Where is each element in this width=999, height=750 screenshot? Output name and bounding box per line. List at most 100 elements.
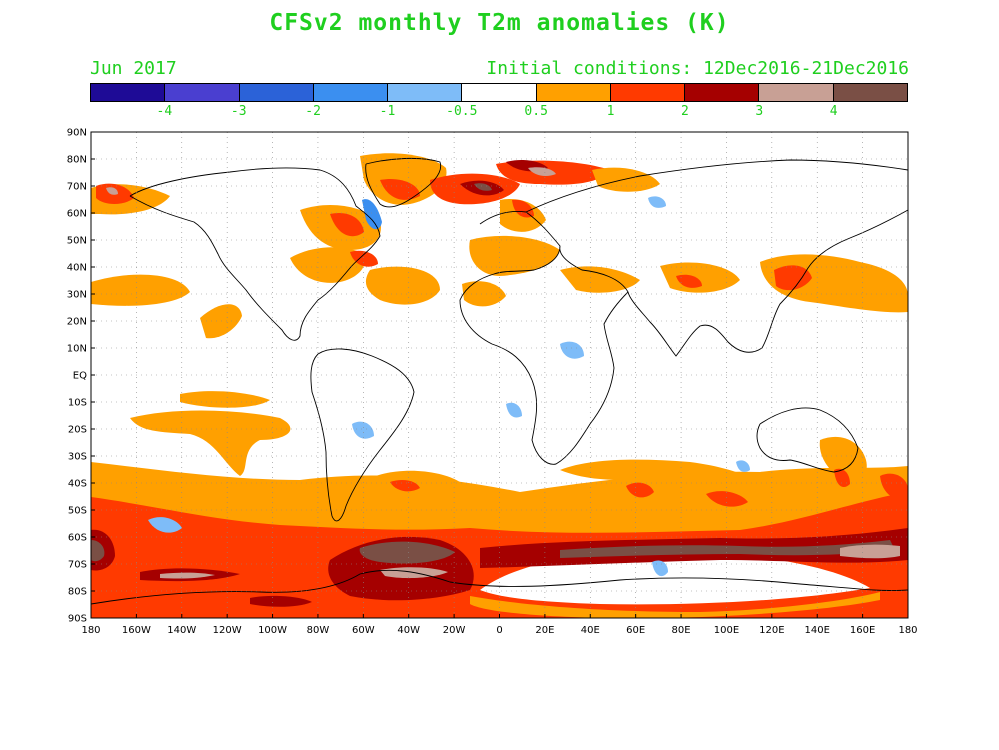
colorbar-swatch	[833, 84, 907, 101]
asia-red-1	[676, 274, 702, 288]
forecast-month: Jun 2017	[90, 58, 177, 79]
longitude-label: 180	[898, 625, 917, 636]
n-pacific-orange	[91, 274, 190, 306]
s-atlantic-red	[390, 480, 420, 492]
colorbar-swatch	[388, 84, 463, 101]
longitude-label: 60W	[352, 625, 375, 636]
colorbar-swatch	[610, 84, 686, 101]
longitude-label: 140E	[805, 625, 830, 636]
colorbar-swatch	[165, 84, 240, 101]
south-band-tan	[840, 544, 900, 559]
colorbar-label: -2	[305, 104, 321, 119]
colorbar-swatch	[91, 84, 166, 101]
initial-conditions: Initial conditions: 12Dec2016-21Dec2016	[486, 58, 909, 79]
latitude-label: EQ	[73, 371, 87, 382]
latitude-label: 30N	[67, 290, 87, 301]
longitude-label: 120E	[759, 625, 784, 636]
longitude-label: 40W	[397, 625, 420, 636]
brazil-blue	[352, 421, 374, 439]
latitude-label: 90S	[68, 614, 87, 625]
longitude-label: 0	[496, 625, 502, 636]
colorbar-label: -3	[230, 104, 247, 119]
latitude-label: 10N	[67, 344, 87, 355]
map-title: CFSv2 monthly T2m anomalies (K)	[269, 10, 730, 36]
longitude-label: 20E	[535, 625, 554, 636]
longitude-label: 180	[81, 625, 100, 636]
colorbar-label: 0.5	[524, 104, 548, 119]
us-east-orange	[290, 247, 365, 283]
latitude-label: 60S	[68, 533, 87, 544]
amundsen-tan	[160, 572, 215, 579]
aus-east-orange	[819, 436, 867, 482]
europe-africa-coast	[459, 211, 629, 465]
coastlines	[91, 157, 908, 605]
japan-red	[774, 265, 812, 291]
longitude-label: 20W	[443, 625, 466, 636]
latitude-label: 20N	[67, 317, 87, 328]
antarctic-blue	[652, 560, 668, 577]
latitude-label: 50S	[68, 506, 87, 517]
s-atlantic-blue	[506, 402, 522, 418]
colorbar-swatch	[536, 84, 611, 101]
siberia-orange	[592, 167, 660, 192]
west-antarctic-brown	[91, 540, 105, 562]
latitude-label: 40S	[68, 479, 87, 490]
longitude-label: 140W	[167, 625, 196, 636]
med-orange	[560, 266, 640, 293]
colorbar-label: 4	[829, 104, 838, 119]
longitude-label: 160E	[850, 625, 875, 636]
anomaly-fields	[91, 153, 908, 618]
scandinavia-red	[512, 199, 534, 218]
asia-coast	[525, 159, 908, 357]
s-indian-orange	[560, 459, 760, 487]
colorbar-swatch	[685, 84, 760, 101]
grid-lines	[91, 132, 908, 618]
s-indian-red-2	[706, 491, 748, 507]
colorbar	[90, 83, 908, 102]
longitude-label: 160W	[122, 625, 151, 636]
latitude-label: 70N	[67, 182, 87, 193]
colorbar-swatch	[462, 84, 537, 101]
latitude-label: 20S	[68, 425, 87, 436]
s-pacific-orange-2	[180, 391, 270, 408]
longitude-label: 40E	[581, 625, 600, 636]
colorbar-label: -4	[156, 104, 173, 119]
colorbar-swatch	[759, 84, 834, 101]
colorbar-label: -1	[379, 104, 396, 119]
europe-orange	[469, 235, 560, 276]
ross-sea-brown	[359, 541, 455, 564]
longitude-label: 80E	[672, 625, 691, 636]
latitude-label: 30S	[68, 452, 87, 463]
greenland-red	[380, 178, 420, 200]
barents-tan	[528, 167, 556, 176]
latitude-label: 60N	[67, 209, 87, 220]
antarctic-orange-rim	[470, 592, 880, 618]
alaska-tan	[106, 187, 118, 195]
us-east-red	[350, 250, 378, 267]
s-indian-red-1	[626, 482, 654, 498]
latitude-labels: 90N 80N 70N 60N 50N 40N 30N 20N 10N EQ 10S 20S 30S 40…	[67, 128, 95, 625]
canada-red	[330, 212, 364, 237]
atlantic-orange	[365, 266, 440, 305]
latitude-label: 80S	[68, 587, 87, 598]
colorbar-swatch	[239, 84, 314, 101]
n-africa-orange	[462, 281, 506, 307]
longitude-labels: 180 160W 140W 120W 100W 80W 60W 40W 20W 0 20E 40E 60…	[81, 614, 918, 636]
north-america-coast	[129, 167, 381, 341]
latitude-label: 90N	[67, 128, 87, 139]
colorbar-swatch	[313, 84, 389, 101]
colorbar-label: 2	[680, 104, 689, 119]
nz-red	[880, 473, 908, 501]
latitude-label: 10S	[68, 398, 87, 409]
asia-orange-1	[660, 262, 740, 293]
s-pacific-blue	[148, 517, 182, 533]
south-america-coast	[310, 348, 415, 522]
s-indian-blue	[736, 460, 750, 472]
colorbar-label: 1	[606, 104, 615, 119]
longitude-label: 120W	[213, 625, 242, 636]
s-pacific-orange	[130, 410, 291, 476]
n-pacific-blue	[648, 196, 666, 208]
s-atlantic-orange	[370, 470, 460, 495]
longitude-label: 100E	[714, 625, 739, 636]
